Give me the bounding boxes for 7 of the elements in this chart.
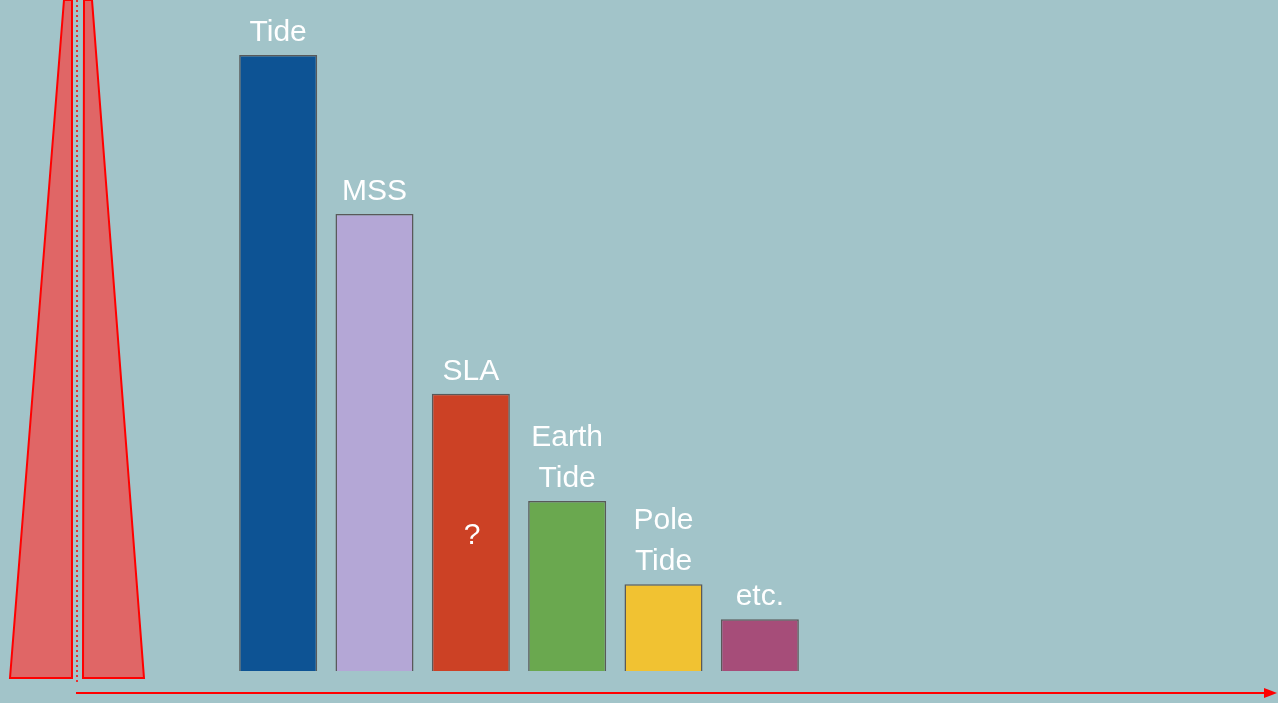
- x-tick-label: SLA: [442, 352, 500, 386]
- x-tick-label: Earth Tide: [531, 418, 604, 493]
- x-tick-label: Pole Tide: [633, 502, 694, 577]
- annotation: ?: [463, 517, 481, 551]
- x-tick-label: MSS: [341, 172, 408, 206]
- x-tick-label: Tide: [249, 14, 307, 47]
- x-tick-label: etc.: [735, 578, 785, 612]
